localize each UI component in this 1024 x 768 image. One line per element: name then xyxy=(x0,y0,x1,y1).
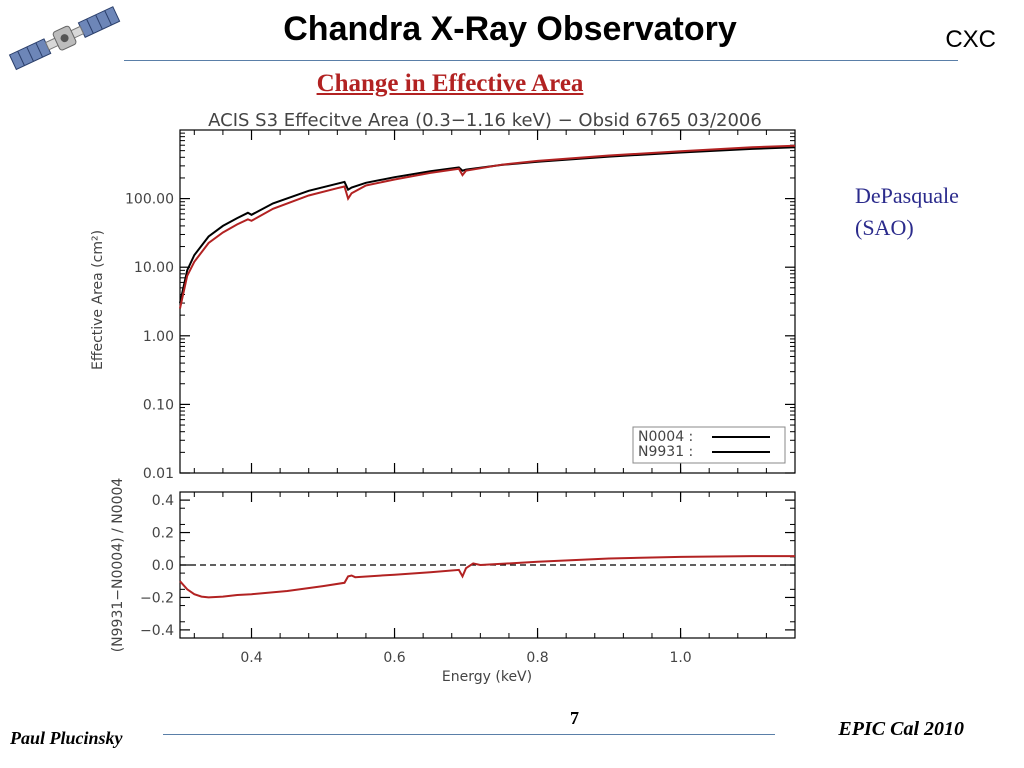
bottom-plot-series xyxy=(179,555,795,599)
ratio-line xyxy=(179,555,795,599)
footer-author: Paul Plucinsky xyxy=(10,728,123,748)
top-y-tick-label: 1.00 xyxy=(143,329,174,345)
x-tick-label: 0.6 xyxy=(383,650,405,666)
bottom-y-axis-title: (N9931−N0004) / N0004 xyxy=(110,478,126,653)
legend-label-n9931: N9931 : xyxy=(638,444,693,460)
top-y-tick-label: 0.01 xyxy=(143,466,174,482)
footer-event: EPIC Cal 2010 xyxy=(838,718,964,740)
chart-title: ACIS S3 Effecitve Area (0.3−1.16 keV) − … xyxy=(208,110,762,131)
header-divider xyxy=(124,60,958,61)
top-y-tick-label: 100.00 xyxy=(125,192,174,208)
top-y-tick-label: 10.00 xyxy=(134,260,174,276)
footer-divider xyxy=(163,734,775,735)
x-axis-title: Energy (keV) xyxy=(442,669,532,685)
slide-title: Chandra X-Ray Observatory xyxy=(283,10,737,48)
author-note: DePasquale (SAO) xyxy=(855,180,959,244)
series-line-n0004 xyxy=(179,146,796,304)
slide-subtitle: Change in Effective Area xyxy=(316,70,584,97)
bottom-y-tick-label: 0.4 xyxy=(152,493,174,509)
x-tick-label: 0.4 xyxy=(240,650,262,666)
legend: N0004 : N9931 : xyxy=(632,426,786,464)
x-tick-label: 1.0 xyxy=(669,650,691,666)
top-plot-frame xyxy=(179,129,796,474)
legend-box xyxy=(632,426,786,464)
author-note-affiliation: (SAO) xyxy=(855,215,914,240)
bottom-y-tick-label: 0.0 xyxy=(152,558,174,574)
bottom-y-tick-label: −0.2 xyxy=(140,590,174,606)
top-y-axis-title: Effective Area (cm²) xyxy=(90,230,106,370)
series-line-n9931 xyxy=(179,144,796,309)
bottom-y-tick-label: −0.4 xyxy=(140,623,174,639)
top-plot-ticks: 0.01 0.10 1.00 10.00 100.00 xyxy=(125,130,795,482)
top-y-tick-label: 0.10 xyxy=(143,397,174,413)
bottom-y-tick-label: 0.2 xyxy=(152,526,174,542)
author-note-name: DePasquale xyxy=(855,183,959,208)
bottom-plot-ticks: −0.4 −0.2 0.0 0.2 0.4 0.4 0.6 0.8 1.0 xyxy=(140,492,795,666)
top-plot-series xyxy=(179,144,796,309)
page-number: 7 xyxy=(570,708,579,728)
org-label: CXC xyxy=(945,26,996,53)
x-tick-label: 0.8 xyxy=(526,650,548,666)
satellite-icon xyxy=(8,6,121,71)
legend-label-n0004: N0004 : xyxy=(638,429,693,445)
effective-area-figure: ACIS S3 Effecitve Area (0.3−1.16 keV) − … xyxy=(90,110,796,685)
